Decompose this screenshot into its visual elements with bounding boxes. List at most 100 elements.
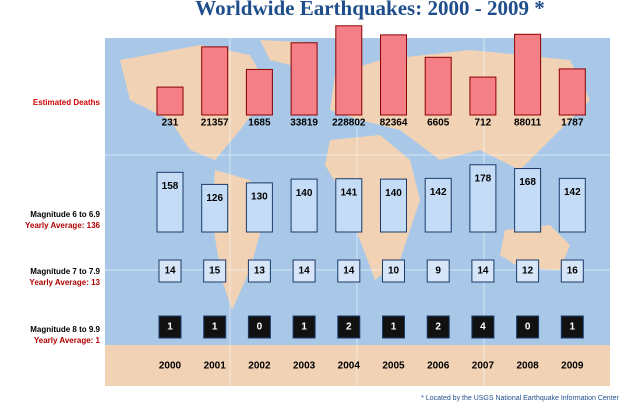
- value-label: 0: [525, 322, 531, 333]
- year-label: 2005: [382, 361, 405, 372]
- bar: [424, 177, 452, 233]
- value-label: 9: [435, 266, 441, 277]
- value-label: 14: [164, 266, 176, 277]
- bar: [558, 177, 586, 233]
- year-label: 2001: [204, 361, 227, 372]
- bar: [290, 178, 318, 233]
- value-label: 1: [212, 322, 218, 333]
- value-label: 228802: [332, 118, 366, 129]
- value-label: 1: [391, 322, 397, 333]
- bar: [469, 164, 497, 233]
- value-label: 14: [343, 266, 355, 277]
- value-label: 140: [385, 188, 402, 199]
- value-label: 126: [206, 193, 223, 204]
- bar: [335, 178, 363, 233]
- footnote: * Located by the USGS National Earthquak…: [421, 395, 619, 402]
- tile: [203, 315, 227, 339]
- row-label: Estimated Deaths: [33, 98, 101, 107]
- row-average: Yearly Average: 136: [25, 221, 101, 230]
- value-label: 1685: [248, 118, 271, 129]
- row-label: Magnitude 8 to 9.9: [30, 325, 100, 334]
- bar: [469, 76, 497, 116]
- value-label: 2: [346, 322, 352, 333]
- value-label: 142: [564, 187, 581, 198]
- year-label: 2006: [427, 361, 450, 372]
- value-label: 178: [475, 173, 492, 184]
- value-label: 88011: [514, 118, 542, 129]
- value-label: 142: [430, 187, 447, 198]
- tile: [247, 259, 271, 283]
- value-label: 14: [299, 266, 311, 277]
- bar: [201, 183, 229, 233]
- bar: [558, 68, 586, 116]
- value-label: 21357: [201, 118, 229, 129]
- bar: [156, 86, 184, 116]
- value-label: 82364: [380, 118, 408, 129]
- bar: [424, 56, 452, 116]
- bar: [245, 182, 273, 233]
- value-label: 141: [340, 187, 357, 198]
- value-label: 16: [567, 266, 579, 277]
- tile: [426, 315, 450, 339]
- tile: [158, 315, 182, 339]
- value-label: 231: [162, 118, 179, 129]
- row-label: Magnitude 7 to 7.9: [30, 267, 100, 276]
- title: Worldwide Earthquakes: 2000 - 2009 *: [195, 0, 544, 20]
- value-label: 140: [296, 188, 313, 199]
- row-average: Yearly Average: 13: [29, 278, 100, 287]
- row-average: Yearly Average: 1: [34, 336, 101, 345]
- year-label: 2009: [561, 361, 584, 372]
- tile: [382, 259, 405, 283]
- value-label: 0: [257, 322, 263, 333]
- tile: [560, 259, 584, 283]
- value-label: 1787: [561, 118, 584, 129]
- value-label: 1: [167, 322, 173, 333]
- value-label: 1: [301, 322, 307, 333]
- value-label: 168: [519, 177, 536, 188]
- tile: [337, 259, 361, 283]
- value-label: 6605: [427, 118, 450, 129]
- year-label: 2007: [472, 361, 495, 372]
- tile: [516, 315, 540, 339]
- tile: [471, 259, 495, 283]
- tile: [247, 315, 271, 339]
- tile: [292, 315, 316, 339]
- bar: [201, 46, 229, 116]
- year-label: 2004: [338, 361, 361, 372]
- bar: [156, 171, 184, 233]
- value-label: 1: [570, 322, 576, 333]
- value-label: 13: [254, 266, 266, 277]
- value-label: 15: [209, 266, 221, 277]
- value-label: 14: [477, 266, 489, 277]
- value-label: 33819: [290, 118, 318, 129]
- bar: [380, 34, 407, 116]
- tile: [158, 259, 182, 283]
- row-label: Magnitude 6 to 6.9: [30, 210, 100, 219]
- bar: [290, 42, 318, 116]
- value-label: 2: [435, 322, 441, 333]
- tile: [382, 315, 405, 339]
- tile: [560, 315, 584, 339]
- tile: [426, 259, 450, 283]
- value-label: 130: [251, 192, 268, 203]
- value-label: 158: [162, 181, 179, 192]
- bar: [514, 168, 542, 233]
- bar: [514, 33, 542, 116]
- tile: [337, 315, 361, 339]
- bar: [380, 178, 407, 233]
- value-label: 4: [480, 322, 486, 333]
- year-label: 2008: [516, 361, 539, 372]
- tile: [516, 259, 540, 283]
- tile: [292, 259, 316, 283]
- value-label: 10: [388, 266, 400, 277]
- tile: [471, 315, 495, 339]
- tile: [203, 259, 227, 283]
- value-label: 12: [522, 266, 534, 277]
- value-label: 712: [475, 118, 492, 129]
- bar: [245, 68, 273, 116]
- year-label: 2003: [293, 361, 316, 372]
- year-label: 2002: [248, 361, 271, 372]
- year-label: 2000: [159, 361, 182, 372]
- bar: [335, 25, 363, 116]
